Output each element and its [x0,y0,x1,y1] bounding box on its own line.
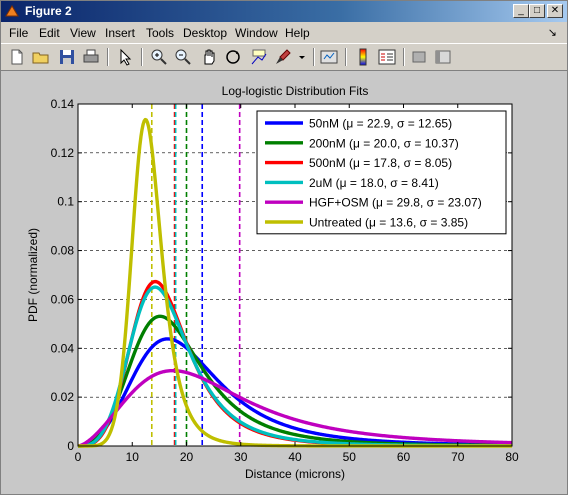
insert-legend-icon[interactable] [377,47,397,67]
x-tick-label: 10 [126,450,140,464]
minimize-button[interactable]: _ [513,4,529,18]
link-plot-icon[interactable] [319,47,339,67]
show-plot-tools-icon[interactable] [433,47,453,67]
chart-title: Log-logistic Distribution Fits [222,84,369,98]
zoom-out-icon[interactable] [173,47,193,67]
new-figure-icon[interactable] [7,47,27,67]
legend-entry: 200nM (μ = 20.0, σ = 10.37) [309,136,459,150]
legend-entry: Untreated (μ = 13.6, σ = 3.85) [309,216,468,230]
x-tick-label: 70 [451,450,465,464]
menu-edit[interactable]: Edit [39,26,60,40]
x-tick-label: 50 [343,450,357,464]
y-tick-label: 0.14 [51,97,75,111]
title-bar[interactable]: Figure 2 _ □ ✕ [1,1,567,22]
legend-entry: 50nM (μ = 22.9, σ = 12.65) [309,117,452,131]
x-tick-label: 40 [288,450,302,464]
rotate-3d-icon[interactable] [223,47,243,67]
series-line[interactable] [77,368,513,448]
x-tick-label: 30 [234,450,248,464]
y-axis-label: PDF (normalized) [26,228,40,322]
toolbar-separator [403,48,405,66]
menu-view[interactable]: View [70,26,96,40]
y-tick-label: 0.04 [51,341,75,355]
legend-entry: HGF+OSM (μ = 29.8, σ = 23.07) [309,196,482,210]
figure-canvas: 0 10 20 30 40 50 60 70 80 0 0.02 0.04 0.06 0.08 0.1 0.1… [1,71,567,494]
hide-plot-tools-icon[interactable] [409,47,429,67]
maximize-button[interactable]: □ [529,4,545,18]
x-tick-label: 20 [180,450,194,464]
toolbar-separator [107,48,109,66]
menu-tools[interactable]: Tools [146,26,175,40]
data-cursor-icon[interactable] [249,47,269,67]
edit-plot-arrow-icon[interactable] [115,47,135,67]
menu-bar: File Edit View Insert Tools Desktop Wind… [1,23,567,42]
plot-svg[interactable]: 0 10 20 30 40 50 60 70 80 0 0.02 0.04 0.06 0.08 0.1 0.1… [1,71,567,494]
y-tick-label: 0.06 [51,292,75,306]
x-tick-label: 0 [75,450,82,464]
menu-help[interactable]: Help [285,26,310,40]
legend-entry: 500nM (μ = 17.8, σ = 8.05) [309,156,452,170]
y-tick-label: 0.08 [51,244,75,258]
legend-box[interactable] [256,110,507,235]
brush-dropdown-icon[interactable] [293,47,313,67]
figure-toolbar [1,43,567,71]
window-title: Figure 2 [25,4,72,18]
insert-colorbar-icon[interactable] [353,47,373,67]
toolbar-separator [141,48,143,66]
print-figure-icon[interactable] [81,47,101,67]
close-button[interactable]: ✕ [547,4,563,18]
x-axis-label: Distance (microns) [245,467,345,481]
matlab-figure-icon [5,5,19,17]
y-tick-label: 0.1 [57,195,74,209]
pan-hand-icon[interactable] [199,47,219,67]
y-tick-label: 0 [67,439,74,453]
x-tick-label: 80 [505,450,519,464]
brush-icon[interactable] [273,47,293,67]
y-tick-label: 0.12 [51,146,75,160]
y-tick-label: 0.02 [51,390,75,404]
toolbar-separator [313,48,315,66]
x-tick-label: 60 [397,450,411,464]
toolbar-separator [345,48,347,66]
menu-window[interactable]: Window [235,26,278,40]
save-figure-icon[interactable] [57,47,77,67]
menu-insert[interactable]: Insert [105,26,136,40]
open-file-icon[interactable] [31,47,51,67]
legend-entry: 2uM (μ = 18.0, σ = 8.41) [309,176,439,190]
menu-file[interactable]: File [9,26,29,40]
menu-desktop[interactable]: Desktop [183,26,228,40]
zoom-in-icon[interactable] [149,47,169,67]
dock-arrow-icon[interactable]: ↘ [547,27,557,39]
